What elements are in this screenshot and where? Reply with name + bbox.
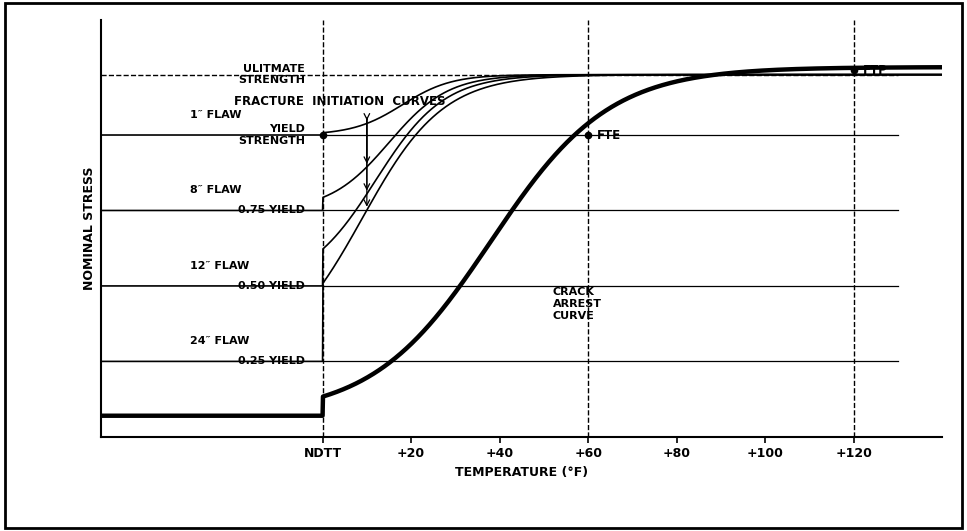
Text: 1″ FLAW: 1″ FLAW [190, 110, 242, 120]
Text: FTE: FTE [597, 129, 621, 142]
Text: 8″ FLAW: 8″ FLAW [190, 185, 242, 195]
Text: FTP: FTP [863, 64, 888, 76]
Text: ULITMATE
STRENGTH: ULITMATE STRENGTH [238, 64, 305, 85]
Text: 24″ FLAW: 24″ FLAW [190, 336, 249, 346]
Text: 12″ FLAW: 12″ FLAW [190, 261, 249, 271]
Y-axis label: NOMINAL STRESS: NOMINAL STRESS [83, 167, 96, 290]
Text: 0.75 YIELD: 0.75 YIELD [238, 205, 305, 216]
Text: YIELD
STRENGTH: YIELD STRENGTH [238, 124, 305, 146]
Text: 0.50 YIELD: 0.50 YIELD [238, 281, 305, 291]
X-axis label: TEMPERATURE (°F): TEMPERATURE (°F) [455, 466, 588, 479]
Text: FRACTURE  INITIATION  CURVES: FRACTURE INITIATION CURVES [234, 95, 446, 108]
Text: CRACK
ARREST
CURVE: CRACK ARREST CURVE [553, 287, 601, 321]
Text: 0.25 YIELD: 0.25 YIELD [238, 356, 305, 366]
